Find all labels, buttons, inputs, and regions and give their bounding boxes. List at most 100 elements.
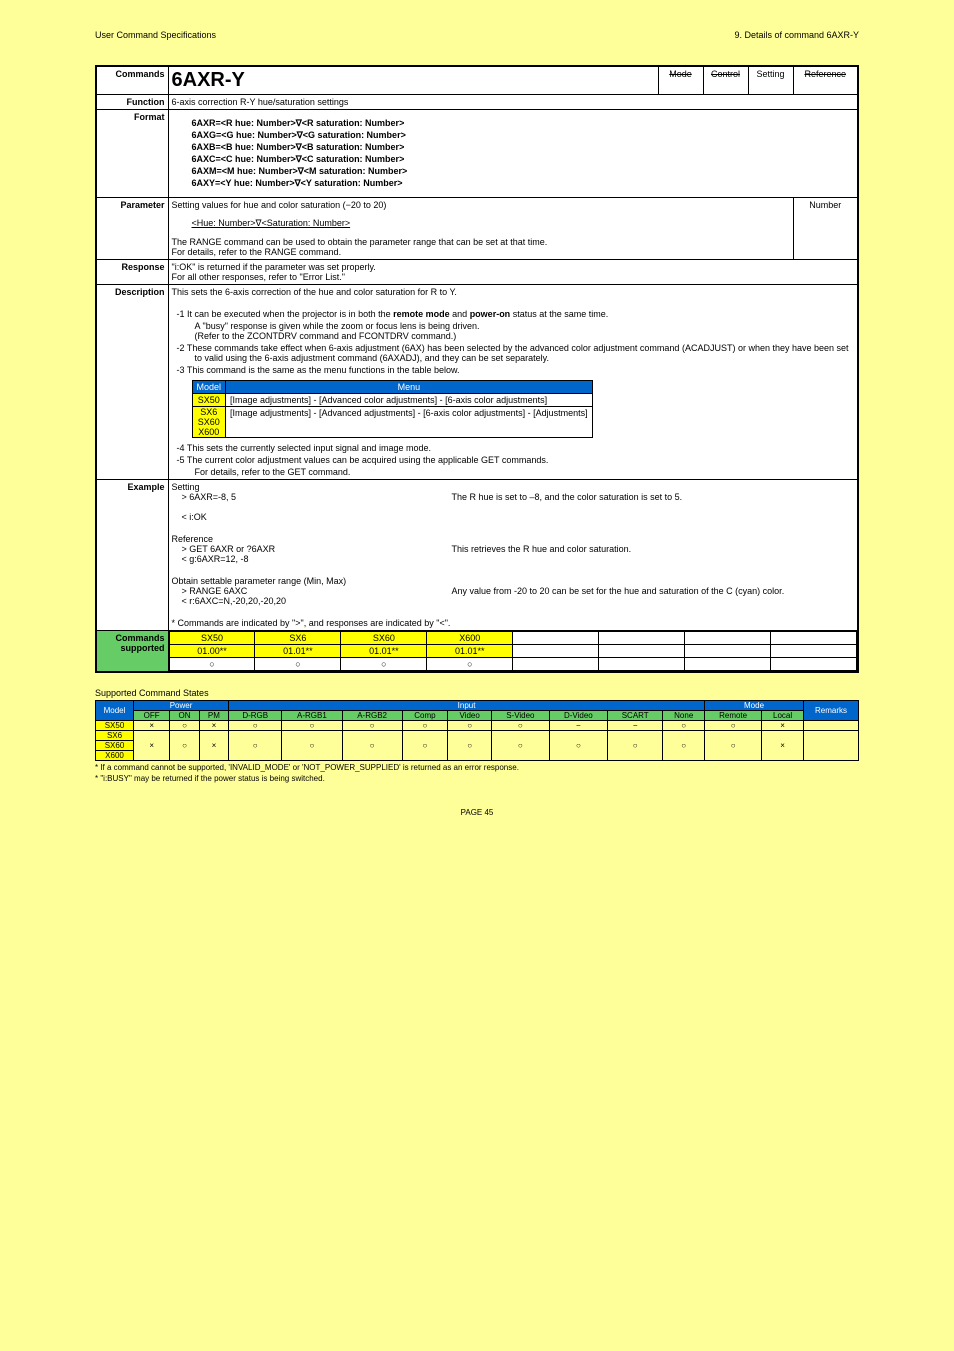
mm-r2t: [Image adjustments] - [Advanced adjustme…: [226, 407, 593, 438]
states-footnote-1: * If a command cannot be supported, 'INV…: [95, 763, 859, 772]
ex-setting-cmd: > 6AXR=-8, 5: [182, 492, 452, 502]
commands-label: Commands: [96, 66, 168, 95]
commands-supported-table: SX50 SX6 SX60 X600 01.00** 01.01** 01.01…: [169, 631, 858, 671]
st-sh-2: PM: [199, 711, 228, 721]
states-table: Model Power Input Mode Remarks OFF ON PM…: [95, 700, 859, 761]
parameter-range-text: The RANGE command can be used to obtain …: [172, 237, 790, 247]
tab-control: Control: [703, 66, 748, 95]
response-content: "i:OK" is returned if the parameter was …: [168, 260, 858, 285]
cs-m1: SX6: [255, 632, 341, 645]
format-line-4: 6AXM=<M hue: Number>∇<M saturation: Numb…: [192, 166, 835, 177]
st-sh-8: S-Video: [492, 711, 550, 721]
cs-v0: 01.00**: [169, 645, 255, 658]
format-line-1: 6AXG=<G hue: Number>∇<G saturation: Numb…: [192, 130, 835, 141]
parameter-intro: Setting values for hue and color saturat…: [172, 200, 790, 210]
ex-reference-cmd: > GET 6AXR or ?6AXR: [182, 544, 452, 554]
mm-r1t: [Image adjustments] - [Advanced color ad…: [226, 394, 593, 407]
ex-range-title: Obtain settable parameter range (Min, Ma…: [172, 576, 855, 586]
page-header: User Command Specifications 9. Details o…: [95, 30, 859, 40]
desc-sub-2: (Refer to the ZCONTDRV command and FCONT…: [177, 331, 855, 341]
page-number: PAGE 45: [95, 808, 859, 817]
cs-v2: 01.01**: [341, 645, 427, 658]
desc-item-5: -5 The current color adjustment values c…: [177, 455, 855, 465]
commands-supported-label: Commands supported: [96, 631, 168, 673]
parameter-label: Parameter: [96, 198, 168, 260]
description-label: Description: [96, 285, 168, 480]
response-line2: For all other responses, refer to "Error…: [172, 272, 855, 282]
st-sh-5: A-RGB2: [342, 711, 402, 721]
ex-reference-title: Reference: [172, 534, 855, 544]
st-sh-9: D-Video: [549, 711, 607, 721]
parameter-type: Number: [793, 198, 858, 260]
st-h-model: Model: [96, 701, 134, 721]
cs-k2: ○: [341, 658, 427, 671]
example-content: Setting > 6AXR=-8, 5 < i:OK The R hue is…: [168, 480, 858, 631]
cs-k1: ○: [255, 658, 341, 671]
ex-range-desc: Any value from -20 to 20 can be set for …: [452, 586, 855, 606]
ex-range-cmd: > RANGE 6AXC: [182, 586, 452, 596]
st-sh-13: Local: [762, 711, 804, 721]
ex-footnote: * Commands are indicated by ">", and res…: [172, 618, 855, 628]
format-line-0: 6AXR=<R hue: Number>∇<R saturation: Numb…: [192, 118, 835, 129]
ex-reference-desc: This retrieves the R hue and color satur…: [452, 544, 855, 564]
states-row-0: SX50 × ○ × ○ ○ ○ ○ ○ ○ − − ○ ○ ×: [96, 721, 859, 731]
response-line1: "i:OK" is returned if the parameter was …: [172, 262, 855, 272]
ex-setting-resp: < i:OK: [182, 512, 452, 522]
st-sh-10: SCART: [608, 711, 663, 721]
desc-sub-1: A "busy" response is given while the zoo…: [177, 321, 855, 331]
cs-m0: SX50: [169, 632, 255, 645]
desc-item-4: -4 This sets the currently selected inpu…: [177, 443, 855, 453]
format-line-5: 6AXY=<Y hue: Number>∇<Y saturation: Numb…: [192, 178, 835, 189]
function-label: Function: [96, 95, 168, 110]
header-right: 9. Details of command 6AXR-Y: [734, 30, 859, 40]
page: User Command Specifications 9. Details o…: [0, 0, 954, 847]
cs-m3: X600: [427, 632, 513, 645]
st-sh-6: Comp: [402, 711, 448, 721]
description-content: This sets the 6-axis correction of the h…: [168, 285, 858, 480]
cs-v3: 01.01**: [427, 645, 513, 658]
st-sh-4: A-RGB1: [282, 711, 342, 721]
cs-v1: 01.01**: [255, 645, 341, 658]
st-h-input: Input: [229, 701, 705, 711]
st-h-power: Power: [134, 701, 229, 711]
states-title: Supported Command States: [95, 688, 859, 698]
desc-sub-5: For details, refer to the GET command.: [177, 467, 855, 477]
format-label: Format: [96, 110, 168, 198]
desc-item-3: -3 This command is the same as the menu …: [177, 365, 855, 375]
ex-reference-resp: < g:6AXR=12, -8: [182, 554, 452, 564]
desc-item-1: -1 It can be executed when the projector…: [177, 309, 855, 319]
header-left: User Command Specifications: [95, 30, 216, 40]
ex-range-resp: < r:6AXC=N,-20,20,-20,20: [182, 596, 452, 606]
tab-reference: Reference: [793, 66, 858, 95]
response-label: Response: [96, 260, 168, 285]
tab-setting: Setting: [748, 66, 793, 95]
mm-h2: Menu: [226, 381, 593, 394]
mm-r2m: SX6 SX60 X600: [192, 407, 226, 438]
parameter-syntax: <Hue: Number>∇<Saturation: Number>: [192, 218, 351, 228]
st-sh-12: Remote: [705, 711, 762, 721]
main-spec-table: Commands 6AXR-Y Mode Control Setting Ref…: [95, 65, 859, 673]
st-sh-1: ON: [170, 711, 199, 721]
example-label: Example: [96, 480, 168, 631]
st-sh-11: None: [663, 711, 705, 721]
function-text: 6-axis correction R-Y hue/saturation set…: [168, 95, 858, 110]
model-menu-table: Model Menu SX50 [Image adjustments] - [A…: [192, 380, 593, 438]
st-sh-7: Video: [448, 711, 492, 721]
st-sh-3: D-RGB: [229, 711, 282, 721]
st-sh-0: OFF: [134, 711, 170, 721]
parameter-range-detail: For details, refer to the RANGE command.: [172, 247, 790, 257]
st-h-remarks: Remarks: [804, 701, 859, 721]
cs-m2: SX60: [341, 632, 427, 645]
format-content: 6AXR=<R hue: Number>∇<R saturation: Numb…: [168, 110, 858, 198]
cs-k0: ○: [169, 658, 255, 671]
format-line-2: 6AXB=<B hue: Number>∇<B saturation: Numb…: [192, 142, 835, 153]
format-line-3: 6AXC=<C hue: Number>∇<C saturation: Numb…: [192, 154, 835, 165]
st-h-mode: Mode: [705, 701, 804, 711]
ex-setting-title: Setting: [172, 482, 855, 492]
desc-item-2: -2 These commands take effect when 6-axi…: [177, 343, 855, 363]
mm-r1m: SX50: [192, 394, 226, 407]
tab-mode: Mode: [658, 66, 703, 95]
states-footnote-2: * "i:BUSY" may be returned if the power …: [95, 774, 859, 783]
cs-k3: ○: [427, 658, 513, 671]
states-row-1: SX6 × ○ × ○ ○ ○ ○ ○ ○ ○ ○ ○ ○ ×: [96, 731, 859, 741]
